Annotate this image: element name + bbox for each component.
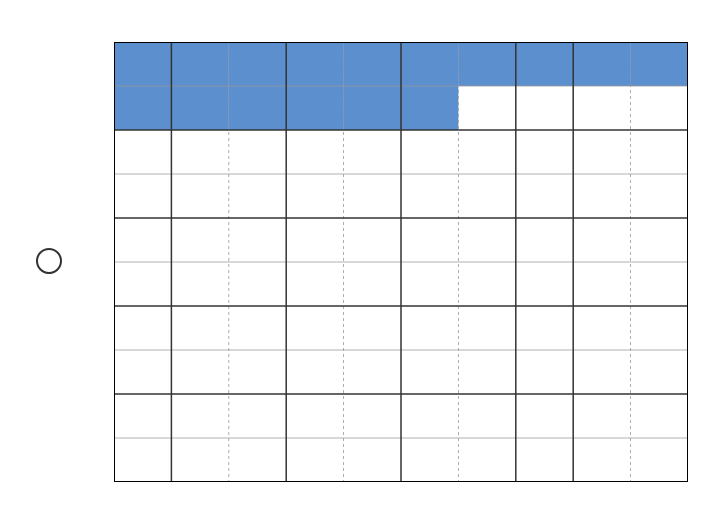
grid-svg <box>114 42 688 482</box>
radio-wrap <box>36 248 62 274</box>
option-container <box>0 0 716 524</box>
grid-diagram <box>114 42 688 482</box>
option-radio[interactable] <box>36 248 62 274</box>
